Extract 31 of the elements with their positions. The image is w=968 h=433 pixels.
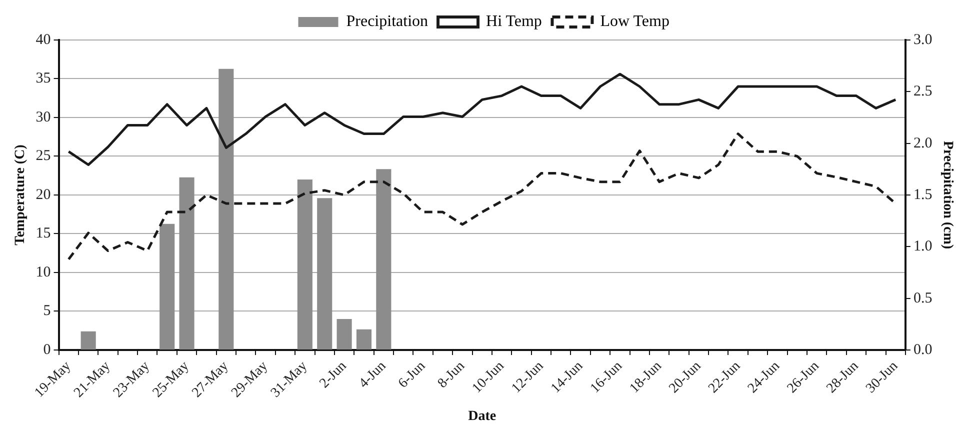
bar (297, 179, 312, 350)
y-axis-title: Temperature (C) (13, 144, 28, 246)
bar (336, 318, 352, 350)
bar (317, 198, 332, 350)
y-tick-label: 30 (36, 109, 51, 126)
y-tick-label: 10 (36, 264, 51, 280)
bar (80, 331, 96, 350)
y-tick-label: 20 (36, 186, 51, 203)
y-tick-label: 15 (36, 226, 51, 242)
bar (376, 169, 392, 350)
y2-tick-label: 3.0 (913, 32, 932, 48)
y2-tick-label: 2.5 (913, 84, 932, 100)
y2-tick-label: 1.0 (913, 238, 932, 255)
legend-label: Precipitation (346, 13, 428, 30)
y2-tick-label: 2.0 (913, 135, 932, 152)
y-tick-label: 0 (43, 342, 51, 358)
bar (356, 329, 372, 350)
y-tick-label: 25 (36, 148, 51, 164)
y2-tick-label: 1.5 (913, 186, 932, 203)
legend-label: Hi Temp (486, 13, 542, 30)
y2-tick-label: 0.0 (913, 342, 932, 358)
y-tick-label: 40 (36, 32, 51, 48)
bar (179, 177, 194, 350)
x-axis-title: Date (468, 409, 496, 424)
y2-axis-title: Precipitation (cm) (940, 140, 955, 250)
y2-tick-label: 0.5 (913, 290, 932, 306)
y-tick-label: 5 (43, 303, 51, 320)
y-tick-label: 35 (36, 70, 51, 87)
legend-label: Low Temp (600, 13, 670, 30)
bar (218, 68, 234, 350)
bar (160, 224, 175, 350)
